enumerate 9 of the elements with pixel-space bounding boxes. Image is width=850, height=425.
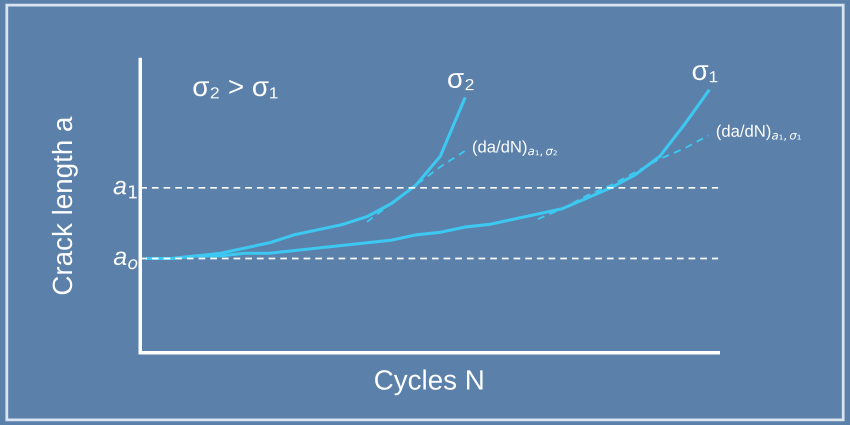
ref-line-label: a$_{o}$ — [114, 251, 138, 270]
series-label: σ₁ — [692, 65, 718, 82]
ref-line-label: a$_{1}$ — [114, 180, 137, 198]
x-axis-title: Cycles N — [375, 369, 483, 396]
annotation: σ₂ > σ₁ — [193, 80, 278, 98]
series-label: (da/dN)$_{a₁,σ₂}$ — [472, 140, 557, 157]
series-label: (da/dN)$_{a₁,σ₁}$ — [716, 124, 801, 141]
y-axis-title: Crack length a — [52, 116, 78, 294]
series-label: σ₂ — [448, 73, 474, 90]
